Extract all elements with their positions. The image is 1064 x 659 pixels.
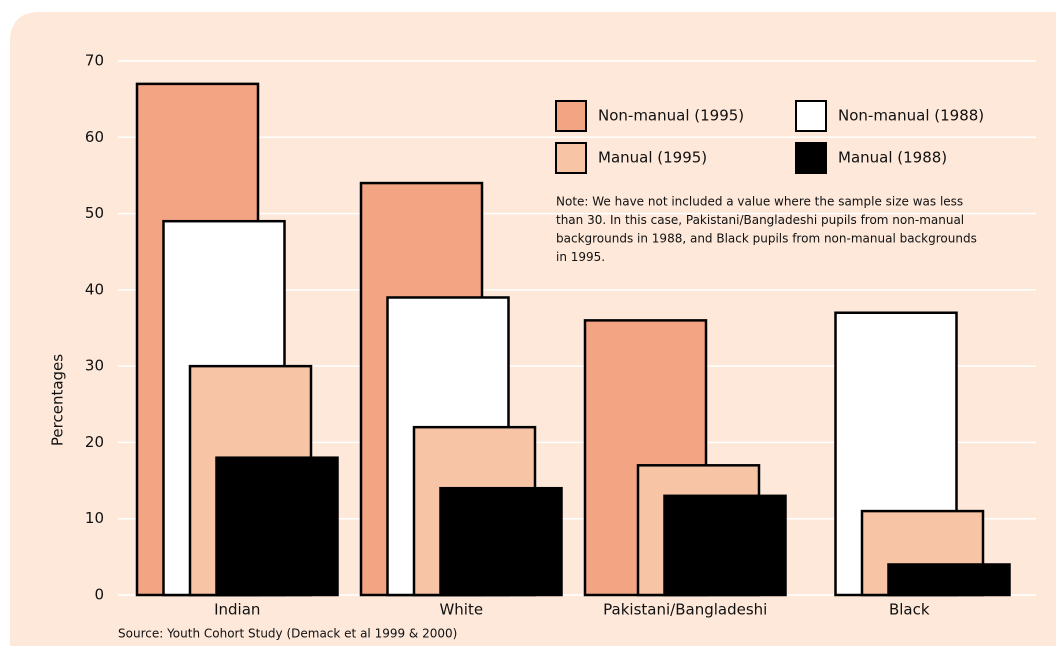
legend-label: Manual (1995) <box>598 149 707 167</box>
legend-label: Non-manual (1995) <box>598 107 744 125</box>
note: in 1995. <box>556 250 605 264</box>
y-tick-label: 70 <box>85 52 104 70</box>
bar <box>663 494 787 597</box>
note: Note: We have not included a value where… <box>556 195 963 209</box>
legend-swatch <box>795 100 827 132</box>
x-tick-label: White <box>439 601 483 619</box>
legend-swatch <box>795 142 827 174</box>
y-tick-label: 0 <box>94 586 104 604</box>
note: backgrounds in 1988, and Black pupils fr… <box>556 232 977 246</box>
note: than 30. In this case, Pakistani/Banglad… <box>556 213 964 227</box>
legend-swatch <box>555 100 587 132</box>
bar <box>215 456 339 597</box>
x-tick-label: Pakistani/Bangladeshi <box>603 601 767 619</box>
y-tick-label: 60 <box>85 128 104 146</box>
y-tick-label: 40 <box>85 280 104 298</box>
legend-label: Non-manual (1988) <box>838 107 984 125</box>
legend-swatch <box>555 142 587 174</box>
x-tick-label: Indian <box>214 601 260 619</box>
legend-label: Manual (1988) <box>838 149 947 167</box>
y-tick-label: 10 <box>85 509 104 527</box>
y-axis-label: Percentages <box>49 354 67 446</box>
bar <box>887 563 1011 597</box>
y-tick-label: 50 <box>85 204 104 222</box>
x-tick-label: Black <box>889 601 930 619</box>
bar <box>439 486 563 597</box>
source: Source: Youth Cohort Study (Demack et al… <box>118 627 457 641</box>
y-tick-label: 20 <box>85 433 104 451</box>
y-tick-label: 30 <box>85 357 104 375</box>
